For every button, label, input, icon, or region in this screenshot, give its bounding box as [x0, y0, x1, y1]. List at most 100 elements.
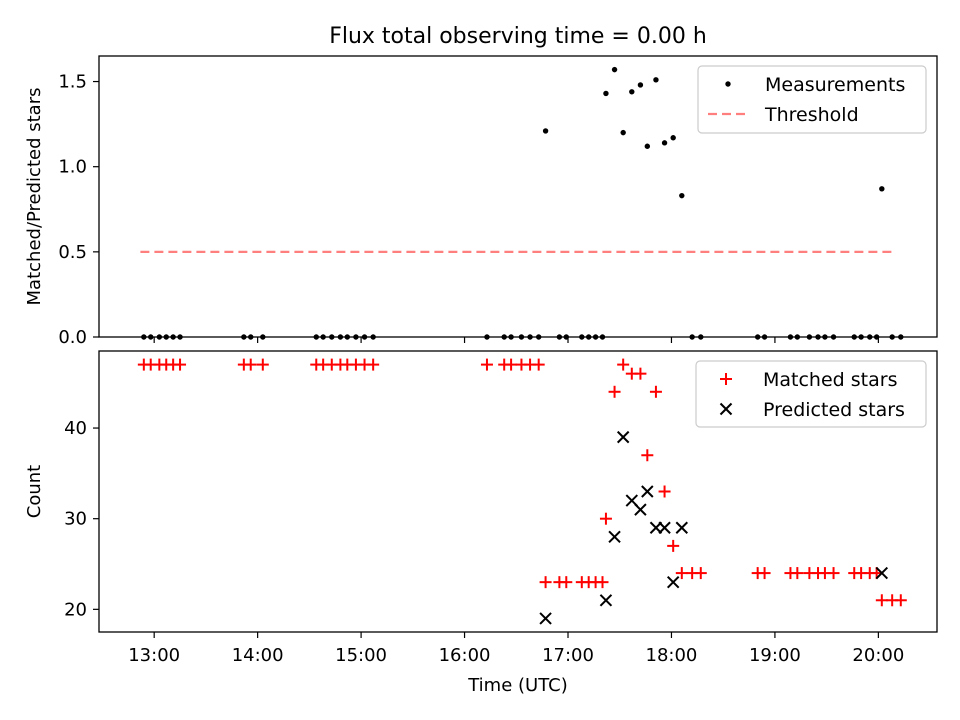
matched-star-marker: [649, 385, 662, 398]
axes-frame: [98, 55, 938, 338]
matched-star-marker: [532, 358, 545, 371]
matched-star-marker: [367, 358, 380, 371]
matched-star-marker: [608, 385, 621, 398]
measurement-point: [585, 334, 592, 340]
measurement-point: [320, 334, 326, 340]
measurement-point: [794, 334, 801, 340]
x-tick-label: 18:00: [646, 645, 698, 666]
matched-star-marker: [675, 567, 688, 580]
measurement-point: [603, 90, 609, 97]
measurement-point: [313, 334, 319, 340]
measurement-point: [815, 334, 821, 340]
marker-stroke: [616, 430, 630, 444]
y-tick-label: 0.0: [58, 327, 87, 348]
measurement-point: [579, 334, 585, 340]
marker-stroke: [539, 612, 552, 625]
axes-frame: [98, 350, 938, 633]
matched-star-marker: [758, 567, 771, 580]
measurement-point: [501, 334, 507, 340]
matched-star-marker: [875, 594, 888, 607]
matched-star-marker: [505, 358, 518, 371]
measurement-point: [858, 334, 864, 340]
marker-stroke: [599, 594, 613, 607]
measurement-point: [867, 334, 873, 340]
y-tick-label: 20: [64, 599, 87, 620]
measurement-point: [599, 334, 606, 340]
x-tick-label: 17:00: [542, 645, 594, 666]
measurement-point: [370, 334, 376, 340]
legend-matched-swatch: [720, 373, 732, 385]
legend-label: Matched stars: [763, 369, 897, 391]
measurement-point: [361, 334, 368, 340]
marker-stroke: [719, 402, 733, 416]
matched-star-marker: [791, 567, 804, 580]
marker-stroke: [875, 566, 889, 580]
measurement-point: [698, 334, 704, 340]
measurement-point: [248, 334, 254, 340]
matched-star-marker: [174, 358, 187, 371]
legend-label: Threshold: [764, 104, 859, 126]
measurement-point: [592, 334, 599, 340]
measurement-point: [141, 334, 147, 340]
measurement-point: [679, 192, 685, 199]
measurement-point: [670, 135, 676, 141]
x-tick-label: 15:00: [335, 645, 387, 666]
measurement-point: [156, 334, 163, 340]
predicted-star-marker: [616, 430, 630, 444]
measurement-point: [353, 334, 359, 340]
y-axis-label: Matched/Predicted stars: [24, 88, 45, 306]
marker-stroke: [641, 485, 654, 498]
measurement-point: [337, 334, 344, 340]
predicted-star-marker: [666, 575, 680, 589]
measurement-point: [344, 334, 350, 340]
y-tick-label: 1.5: [58, 72, 87, 93]
legend-predicted-swatch: [719, 402, 733, 416]
x-tick-label: 20:00: [852, 645, 904, 666]
x-tick-label: 14:00: [232, 645, 284, 666]
measurement-point: [527, 334, 533, 340]
y-tick-label: 0.5: [58, 242, 87, 263]
legend: Measurements Threshold: [697, 65, 927, 134]
measurement-point: [629, 89, 635, 95]
matched-star-marker: [256, 358, 269, 371]
matched-star-marker: [480, 358, 493, 371]
marker-stroke: [625, 494, 639, 507]
measurement-point: [535, 334, 542, 340]
legend-measurement-swatch: [725, 81, 731, 87]
matched-star-marker: [539, 576, 552, 589]
measurement-point: [806, 334, 813, 340]
predicted-star-marker: [658, 521, 671, 534]
measurement-point: [787, 334, 794, 340]
matched-star-marker: [599, 512, 612, 525]
measurement-point: [611, 66, 618, 73]
matched-star-marker: [894, 594, 907, 607]
measurement-point: [637, 82, 644, 88]
measurement-point: [653, 77, 659, 83]
predicted-star-marker: [875, 566, 889, 580]
legend-box: [697, 65, 927, 134]
measurement-point: [879, 186, 885, 192]
measurement-point: [518, 334, 525, 340]
measurement-point: [177, 334, 183, 340]
measurement-point: [163, 334, 169, 340]
measurement-point: [556, 334, 563, 340]
measurement-point: [898, 334, 904, 340]
measurement-point: [484, 334, 490, 340]
predicted-star-marker: [675, 521, 689, 534]
x-axis-label: Time (UTC): [467, 675, 568, 696]
matched-star-marker: [667, 539, 680, 552]
predicted-star-marker: [634, 503, 647, 516]
predicted-star-marker: [599, 594, 613, 607]
measurement-point: [644, 143, 651, 149]
measurement-point: [241, 334, 247, 340]
marker-stroke: [675, 521, 689, 534]
measurement-point: [170, 334, 176, 340]
measurement-point: [761, 334, 768, 340]
legend-label: Measurements: [765, 74, 905, 96]
flux-ratio-panel: Flux total observing time = 0.00 h 0.0 0.5…: [24, 24, 938, 348]
measurement-point: [542, 128, 549, 134]
y-tick-label: 30: [64, 509, 87, 530]
measurement-point: [563, 334, 569, 340]
measurement-point: [329, 334, 335, 340]
x-tick-label: 16:00: [439, 645, 491, 666]
